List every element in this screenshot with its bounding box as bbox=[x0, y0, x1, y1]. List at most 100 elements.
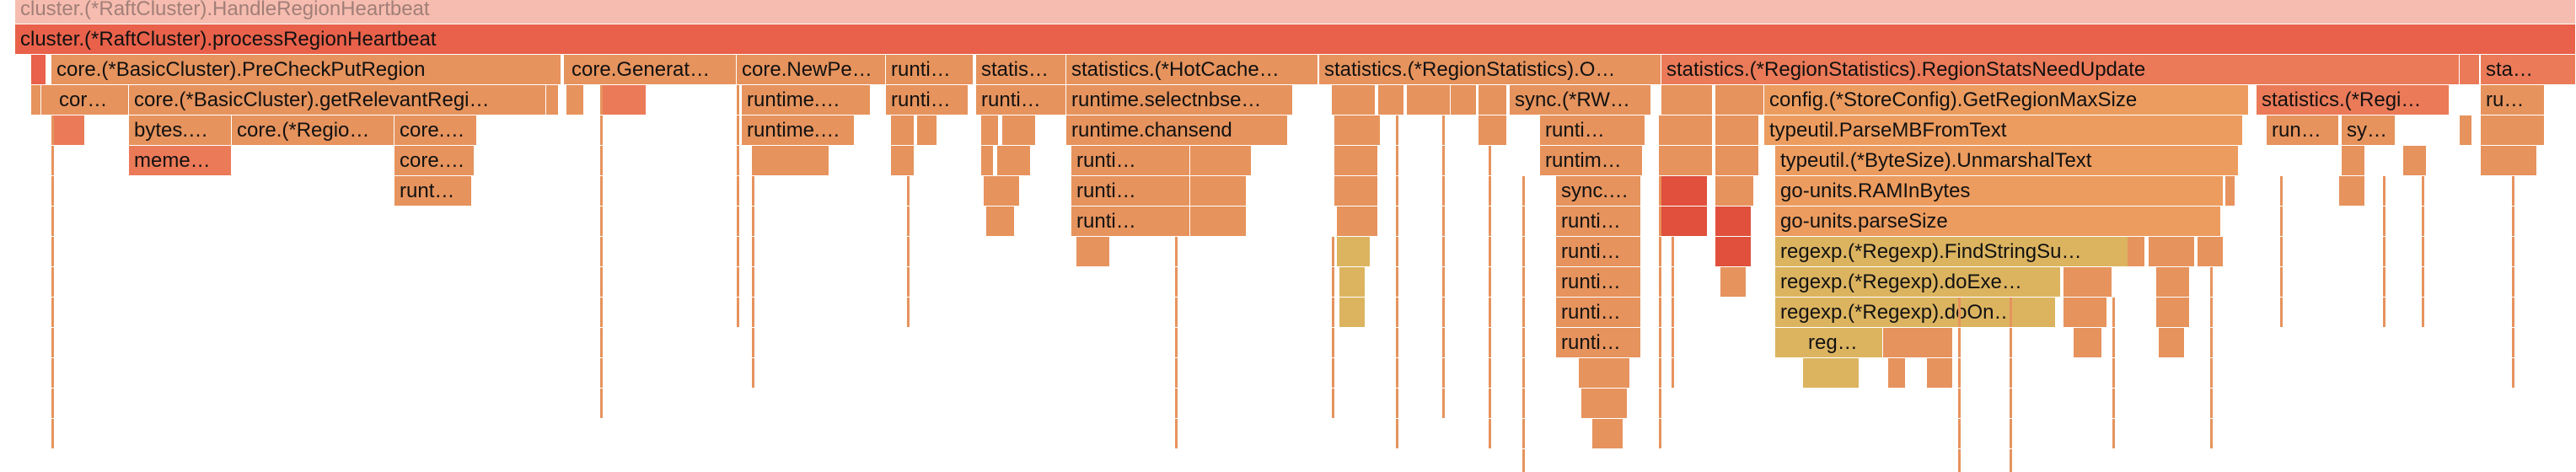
flame-frame-thin[interactable] bbox=[1659, 389, 1661, 418]
flame-frame[interactable]: statis… bbox=[976, 55, 1066, 84]
flame-frame[interactable] bbox=[986, 206, 1015, 236]
flame-frame-thin[interactable] bbox=[1175, 358, 1178, 388]
flame-frame-thin[interactable] bbox=[752, 237, 754, 266]
flame-frame-thin[interactable] bbox=[1659, 176, 1661, 206]
flame-frame-thin[interactable] bbox=[1175, 267, 1178, 297]
flame-frame-thin[interactable] bbox=[2383, 237, 2385, 266]
flame-frame-thin[interactable] bbox=[1332, 358, 1334, 388]
flame-frame[interactable] bbox=[997, 146, 1031, 175]
flame-frame[interactable] bbox=[54, 115, 85, 145]
flame-frame-thin[interactable] bbox=[2010, 358, 2012, 388]
flame-frame-thin[interactable] bbox=[51, 85, 54, 115]
flame-frame-thin[interactable] bbox=[600, 176, 603, 206]
flame-frame-thin[interactable] bbox=[1396, 328, 1398, 357]
flame-frame[interactable] bbox=[2481, 115, 2545, 145]
flame-frame[interactable] bbox=[1334, 115, 1381, 145]
flame-frame[interactable]: statistics.(*HotCache… bbox=[1066, 55, 1318, 84]
flame-frame[interactable]: sy… bbox=[2342, 115, 2396, 145]
flame-frame[interactable]: runti… bbox=[1556, 206, 1641, 236]
flame-frame[interactable] bbox=[1339, 267, 1366, 297]
flame-frame-thin[interactable] bbox=[737, 298, 739, 327]
flame-frame[interactable] bbox=[1190, 206, 1247, 236]
flame-frame[interactable] bbox=[1407, 85, 1451, 115]
flame-frame[interactable] bbox=[2128, 237, 2145, 266]
flame-frame-thin[interactable] bbox=[1396, 267, 1398, 297]
flame-frame[interactable] bbox=[2149, 237, 2195, 266]
flame-frame[interactable] bbox=[1888, 358, 1906, 388]
flame-frame[interactable]: meme… bbox=[129, 146, 232, 175]
flame-frame-thin[interactable] bbox=[2512, 358, 2514, 388]
flame-frame-thin[interactable] bbox=[2422, 206, 2424, 236]
flame-frame[interactable] bbox=[31, 85, 41, 115]
flame-frame[interactable] bbox=[1592, 419, 1623, 448]
flame-frame-thin[interactable] bbox=[1175, 328, 1178, 357]
flame-frame-thin[interactable] bbox=[2112, 298, 2115, 327]
flame-frame-thin[interactable] bbox=[600, 206, 603, 236]
flame-frame-thin[interactable] bbox=[1522, 419, 1525, 448]
flame-frame[interactable] bbox=[1715, 146, 1759, 175]
flame-frame-thin[interactable] bbox=[2210, 358, 2213, 388]
flame-frame-thin[interactable] bbox=[2210, 419, 2213, 448]
flame-frame[interactable]: runt… bbox=[394, 176, 472, 206]
flame-frame-thin[interactable] bbox=[1659, 146, 1661, 175]
flame-frame-thin[interactable] bbox=[2383, 267, 2385, 297]
flame-frame-thin[interactable] bbox=[1332, 237, 1334, 266]
flame-frame-thin[interactable] bbox=[2210, 298, 2213, 327]
flame-frame-thin[interactable] bbox=[2512, 146, 2514, 175]
flame-frame-thin[interactable] bbox=[1332, 328, 1334, 357]
flame-frame-thin[interactable] bbox=[51, 146, 54, 175]
flame-frame-thin[interactable] bbox=[752, 206, 754, 236]
flame-frame-thin[interactable] bbox=[2280, 298, 2283, 327]
flame-frame[interactable]: core.… bbox=[394, 146, 475, 175]
flame-frame-thin[interactable] bbox=[2010, 298, 2012, 327]
flame-frame-thin[interactable] bbox=[2112, 389, 2115, 418]
flame-frame-thin[interactable] bbox=[51, 267, 54, 297]
flame-frame-thin[interactable] bbox=[2512, 176, 2514, 206]
flame-frame-thin[interactable] bbox=[1489, 419, 1491, 448]
flame-frame-thin[interactable] bbox=[51, 328, 54, 357]
flame-frame[interactable]: runti… bbox=[1556, 328, 1641, 357]
flame-frame-thin[interactable] bbox=[2422, 176, 2424, 206]
flame-frame-thin[interactable] bbox=[2512, 298, 2514, 327]
flame-frame[interactable]: statistics.(*RegionStatistics).RegionSta… bbox=[1661, 55, 2460, 84]
flame-frame-thin[interactable] bbox=[1332, 298, 1334, 327]
flame-frame-thin[interactable] bbox=[752, 358, 754, 388]
flame-frame-thin[interactable] bbox=[1489, 146, 1491, 175]
flame-frame-thin[interactable] bbox=[1442, 237, 1445, 266]
flame-frame-thin[interactable] bbox=[1522, 176, 1525, 206]
flame-frame-thin[interactable] bbox=[737, 146, 739, 175]
flame-frame-thin[interactable] bbox=[1659, 267, 1661, 297]
flame-frame-thin[interactable] bbox=[1672, 328, 1674, 357]
flame-frame-thin[interactable] bbox=[600, 146, 603, 175]
flame-frame-thin[interactable] bbox=[2512, 267, 2514, 297]
flame-frame-thin[interactable] bbox=[1958, 358, 1961, 388]
flame-frame[interactable]: cor… bbox=[54, 85, 129, 115]
flame-frame-thin[interactable] bbox=[1672, 358, 1674, 388]
flame-frame[interactable] bbox=[2074, 328, 2102, 357]
flame-frame-thin[interactable] bbox=[1672, 298, 1674, 327]
flame-frame-thin[interactable] bbox=[752, 176, 754, 206]
flame-frame[interactable]: runti… bbox=[976, 85, 1066, 115]
flame-frame-thin[interactable] bbox=[1442, 176, 1445, 206]
flame-frame[interactable]: runtime.selectnbse… bbox=[1066, 85, 1293, 115]
flame-frame[interactable]: runti… bbox=[1556, 237, 1641, 266]
flame-frame-thin[interactable] bbox=[907, 267, 910, 297]
flame-frame[interactable] bbox=[1661, 85, 1713, 115]
flame-frame[interactable]: runtime.… bbox=[742, 115, 855, 145]
flame-frame[interactable] bbox=[2063, 267, 2112, 297]
flame-frame-thin[interactable] bbox=[1396, 237, 1398, 266]
flame-frame-thin[interactable] bbox=[1522, 237, 1525, 266]
flame-frame[interactable]: bytes.… bbox=[129, 115, 232, 145]
flame-frame-thin[interactable] bbox=[1442, 328, 1445, 357]
flame-frame-thin[interactable] bbox=[2280, 176, 2283, 206]
flame-frame[interactable]: sta… bbox=[2481, 55, 2576, 84]
flame-frame[interactable]: runtim… bbox=[1540, 146, 1643, 175]
flame-frame-thin[interactable] bbox=[1396, 298, 1398, 327]
flame-frame-thin[interactable] bbox=[1175, 419, 1178, 448]
flame-frame[interactable]: runti… bbox=[1556, 267, 1641, 297]
flame-frame-thin[interactable] bbox=[2112, 419, 2115, 448]
flame-frame-thin[interactable] bbox=[1489, 237, 1491, 266]
flame-frame-thin[interactable] bbox=[1958, 449, 1961, 472]
flame-frame-thin[interactable] bbox=[600, 267, 603, 297]
flame-frame[interactable] bbox=[1339, 298, 1366, 327]
